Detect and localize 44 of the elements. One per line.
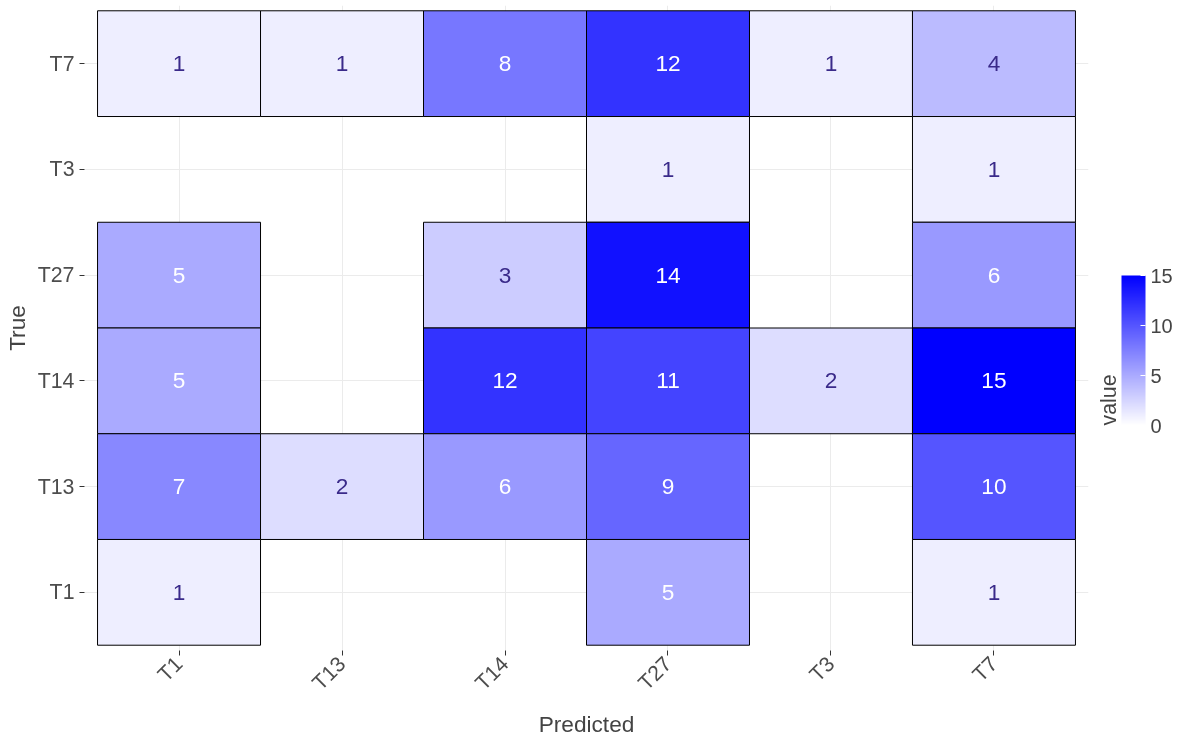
x-tick-label: T7 (967, 652, 1003, 687)
data-label: 12 (492, 367, 518, 394)
data-label: 6 (987, 261, 1001, 288)
data-label: 5 (172, 261, 186, 288)
data-label: 7 (172, 473, 186, 500)
data-label: 4 (987, 50, 1001, 77)
data-label: 11 (656, 367, 680, 394)
data-label: 3 (498, 261, 512, 288)
data-label: 2 (824, 367, 838, 394)
x-tick-label: T1 (152, 652, 188, 687)
data-label: 8 (498, 50, 512, 77)
y-tick-label: T14 (37, 368, 75, 393)
data-label: 12 (655, 50, 681, 77)
x-tick-label: T3 (804, 652, 840, 687)
color-bar-label: 15 (1150, 264, 1173, 287)
data-label: 1 (824, 50, 838, 77)
y-tick-label: T3 (49, 157, 75, 182)
color-bar-label: 5 (1150, 364, 1162, 387)
data-label: 2 (335, 473, 349, 500)
color-bar-label: 0 (1150, 414, 1162, 437)
y-tick-label: T7 (49, 51, 75, 76)
data-label: 1 (987, 155, 1001, 182)
data-label: 1 (335, 50, 349, 77)
data-label: 1 (172, 578, 186, 605)
y-tick-label: T1 (49, 580, 75, 605)
y-axis-title: True (3, 305, 30, 351)
data-label: 6 (498, 473, 512, 500)
data-label: 1 (661, 155, 675, 182)
x-axis-title: Predicted (538, 711, 635, 738)
data-label: 5 (661, 578, 675, 605)
y-tick-label: T27 (37, 263, 75, 288)
data-label: 9 (661, 473, 675, 500)
data-label: 14 (655, 261, 681, 288)
data-label: 15 (981, 367, 1007, 394)
data-label: 10 (981, 473, 1007, 500)
y-tick-label: T13 (37, 474, 75, 499)
x-tick-label: T27 (633, 652, 677, 695)
color-bar-title: value (1096, 374, 1121, 426)
x-tick-label: T13 (307, 652, 351, 695)
color-bar-label: 10 (1150, 314, 1173, 337)
x-tick-label: T14 (470, 651, 514, 695)
data-label: 5 (172, 367, 186, 394)
data-label: 1 (987, 578, 1001, 605)
data-label: 1 (172, 50, 186, 77)
